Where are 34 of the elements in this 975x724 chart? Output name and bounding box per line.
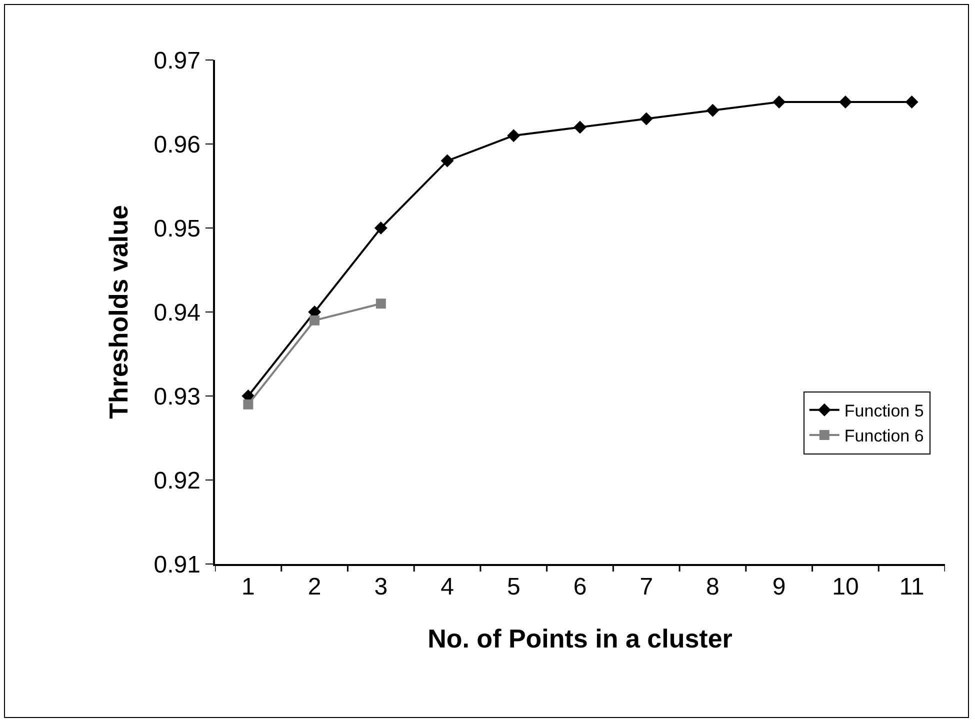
point (243, 399, 254, 410)
point (640, 112, 653, 126)
point (310, 315, 320, 326)
y-axis-title: Thresholds value (104, 205, 134, 419)
y-tick-label: 0.94 (154, 299, 200, 326)
x-tick-label: 2 (308, 574, 322, 601)
x-tick-label: 1 (242, 574, 255, 601)
x-tick-label: 11 (899, 574, 924, 601)
x-tick-label: 4 (440, 574, 454, 601)
y-tick-label: 0.97 (154, 47, 200, 74)
point (440, 154, 454, 168)
legend-label: Function 5 (844, 402, 924, 421)
y-tick-label: 0.91 (154, 551, 200, 578)
x-tick-label: 9 (772, 574, 786, 601)
point (374, 222, 388, 234)
point (376, 298, 386, 309)
x-tick-label: 6 (573, 574, 587, 601)
x-tick-label: 7 (640, 574, 654, 601)
point (838, 96, 852, 108)
point (905, 96, 918, 108)
x-tick-label: 5 (506, 574, 520, 601)
y-tick-label: 0.96 (154, 131, 200, 158)
point (706, 104, 720, 117)
x-axis-title: No. of Points in a cluster (428, 624, 732, 654)
point (772, 96, 786, 108)
point (574, 120, 586, 134)
y-tick-label: 0.95 (154, 215, 200, 242)
point (507, 129, 520, 142)
y-tick-label: 0.92 (154, 467, 200, 494)
x-tick-label: 10 (832, 574, 859, 601)
x-tick-label: 8 (706, 574, 720, 601)
y-tick-label: 0.93 (154, 383, 200, 410)
legend-label: Function 6 (844, 426, 924, 446)
x-tick-label: 3 (374, 574, 388, 601)
